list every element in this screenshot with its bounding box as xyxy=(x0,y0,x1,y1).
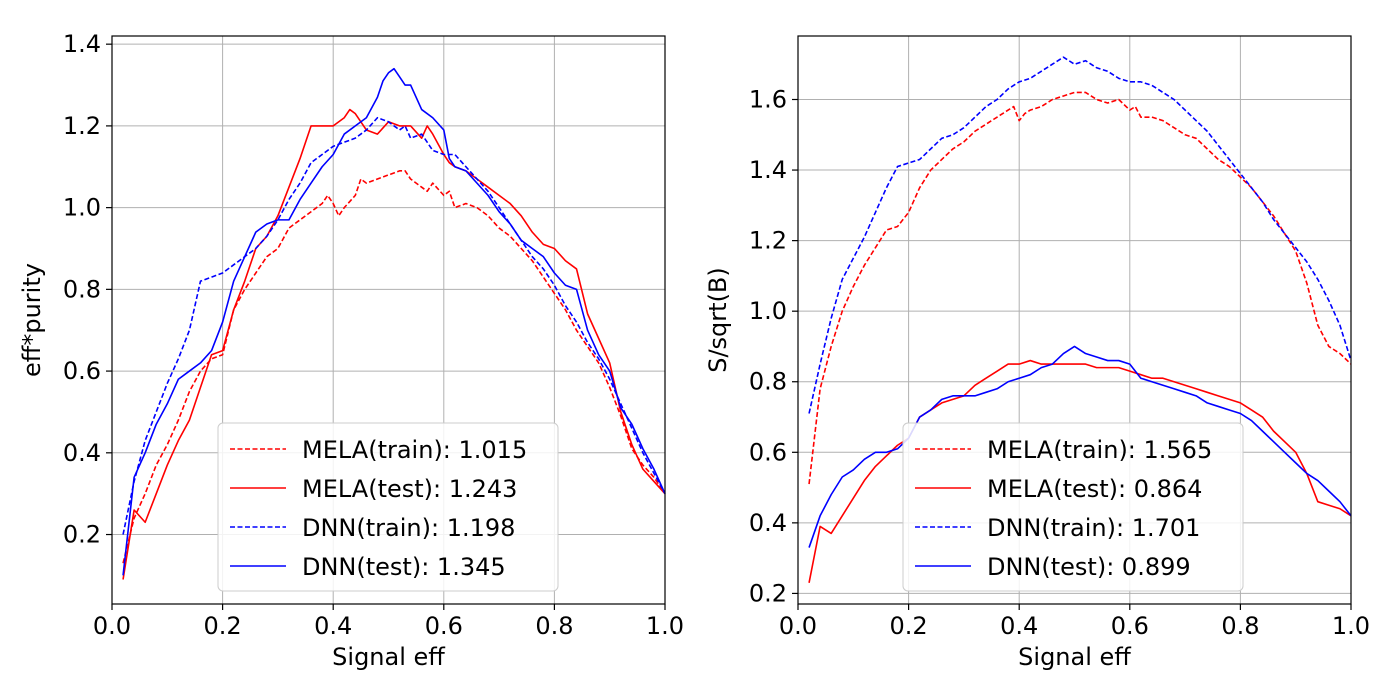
y-tick-label: 0.6 xyxy=(63,357,101,385)
axes-frame xyxy=(111,35,666,605)
y-tick-label: 1.2 xyxy=(749,227,787,255)
chart-s-over-sqrt-b: 0.0 0.2 0.4 0.6 0.8 1.0 0.2 0.4 0.6 0.8 1.0 1.2 1.4 1… xyxy=(704,35,1370,671)
legend-label-1: MELA(train): 1.565 xyxy=(987,436,1212,464)
legend-label-4: DNN(test): 1.345 xyxy=(302,553,506,581)
x-tick-label: 0.8 xyxy=(535,612,573,640)
y-tick-label: 1.0 xyxy=(63,194,101,222)
legend-box xyxy=(217,422,559,592)
chart-eff-purity: 0.0 0.2 0.4 0.6 0.8 1.0 0.2 0.4 0.6 0.8 1.0 1.2 1.4 S… xyxy=(18,30,684,671)
x-tick-label: 0.4 xyxy=(314,612,352,640)
y-tick-label: 1.2 xyxy=(63,112,101,140)
y-axis-label: eff*purity xyxy=(18,263,46,377)
series-line-3 xyxy=(808,56,1352,414)
x-axis-label: Signal eff xyxy=(1018,643,1131,671)
x-tick-label: 1.0 xyxy=(1332,612,1370,640)
legend-label-1: MELA(train): 1.015 xyxy=(302,436,527,464)
legend-label-2: MELA(test): 0.864 xyxy=(987,475,1202,503)
legend-label-2: MELA(test): 1.243 xyxy=(302,475,517,503)
series-line-1 xyxy=(122,170,666,564)
legend: MELA(train): 1.565 MELA(test): 0.864 DNN(t… xyxy=(902,422,1244,592)
y-tick-label: 0.4 xyxy=(749,509,787,537)
series-line-3 xyxy=(122,116,666,535)
y-tick-label: 0.6 xyxy=(749,438,787,466)
x-tick-label: 0.0 xyxy=(93,612,131,640)
x-tick-label: 0.2 xyxy=(890,612,928,640)
legend: MELA(train): 1.015 MELA(test): 1.243 DNN(t… xyxy=(217,422,559,592)
x-tick-label: 0.6 xyxy=(1111,612,1149,640)
y-tick-label: 0.2 xyxy=(63,521,101,549)
y-tick-label: 1.4 xyxy=(749,156,787,184)
series-line-2 xyxy=(122,108,666,580)
x-tick-label: 0.8 xyxy=(1221,612,1259,640)
series-line-1 xyxy=(808,91,1352,485)
y-tick-label: 1.4 xyxy=(63,30,101,58)
x-axis-label: Signal eff xyxy=(332,643,445,671)
x-tick-label: 0.2 xyxy=(204,612,242,640)
legend-label-3: DNN(train): 1.701 xyxy=(987,514,1200,542)
x-tick-label: 1.0 xyxy=(646,612,684,640)
y-tick-label: 1.6 xyxy=(749,86,787,114)
y-tick-label: 0.4 xyxy=(63,439,101,467)
y-axis-label: S/sqrt(B) xyxy=(704,267,732,373)
y-tick-label: 0.2 xyxy=(749,579,787,607)
legend-label-3: DNN(train): 1.198 xyxy=(302,514,515,542)
x-tick-label: 0.6 xyxy=(425,612,463,640)
x-tick-label: 0.4 xyxy=(1000,612,1038,640)
x-tick-label: 0.0 xyxy=(779,612,817,640)
axes-frame xyxy=(797,35,1352,605)
series-line-2 xyxy=(808,359,1352,583)
y-tick-label: 0.8 xyxy=(749,368,787,396)
legend-box xyxy=(902,422,1244,592)
series-line-4 xyxy=(122,67,666,576)
y-tick-label: 0.8 xyxy=(63,275,101,303)
legend-label-4: DNN(test): 0.899 xyxy=(987,553,1191,581)
series-line-4 xyxy=(808,345,1352,548)
y-tick-label: 1.0 xyxy=(749,297,787,325)
